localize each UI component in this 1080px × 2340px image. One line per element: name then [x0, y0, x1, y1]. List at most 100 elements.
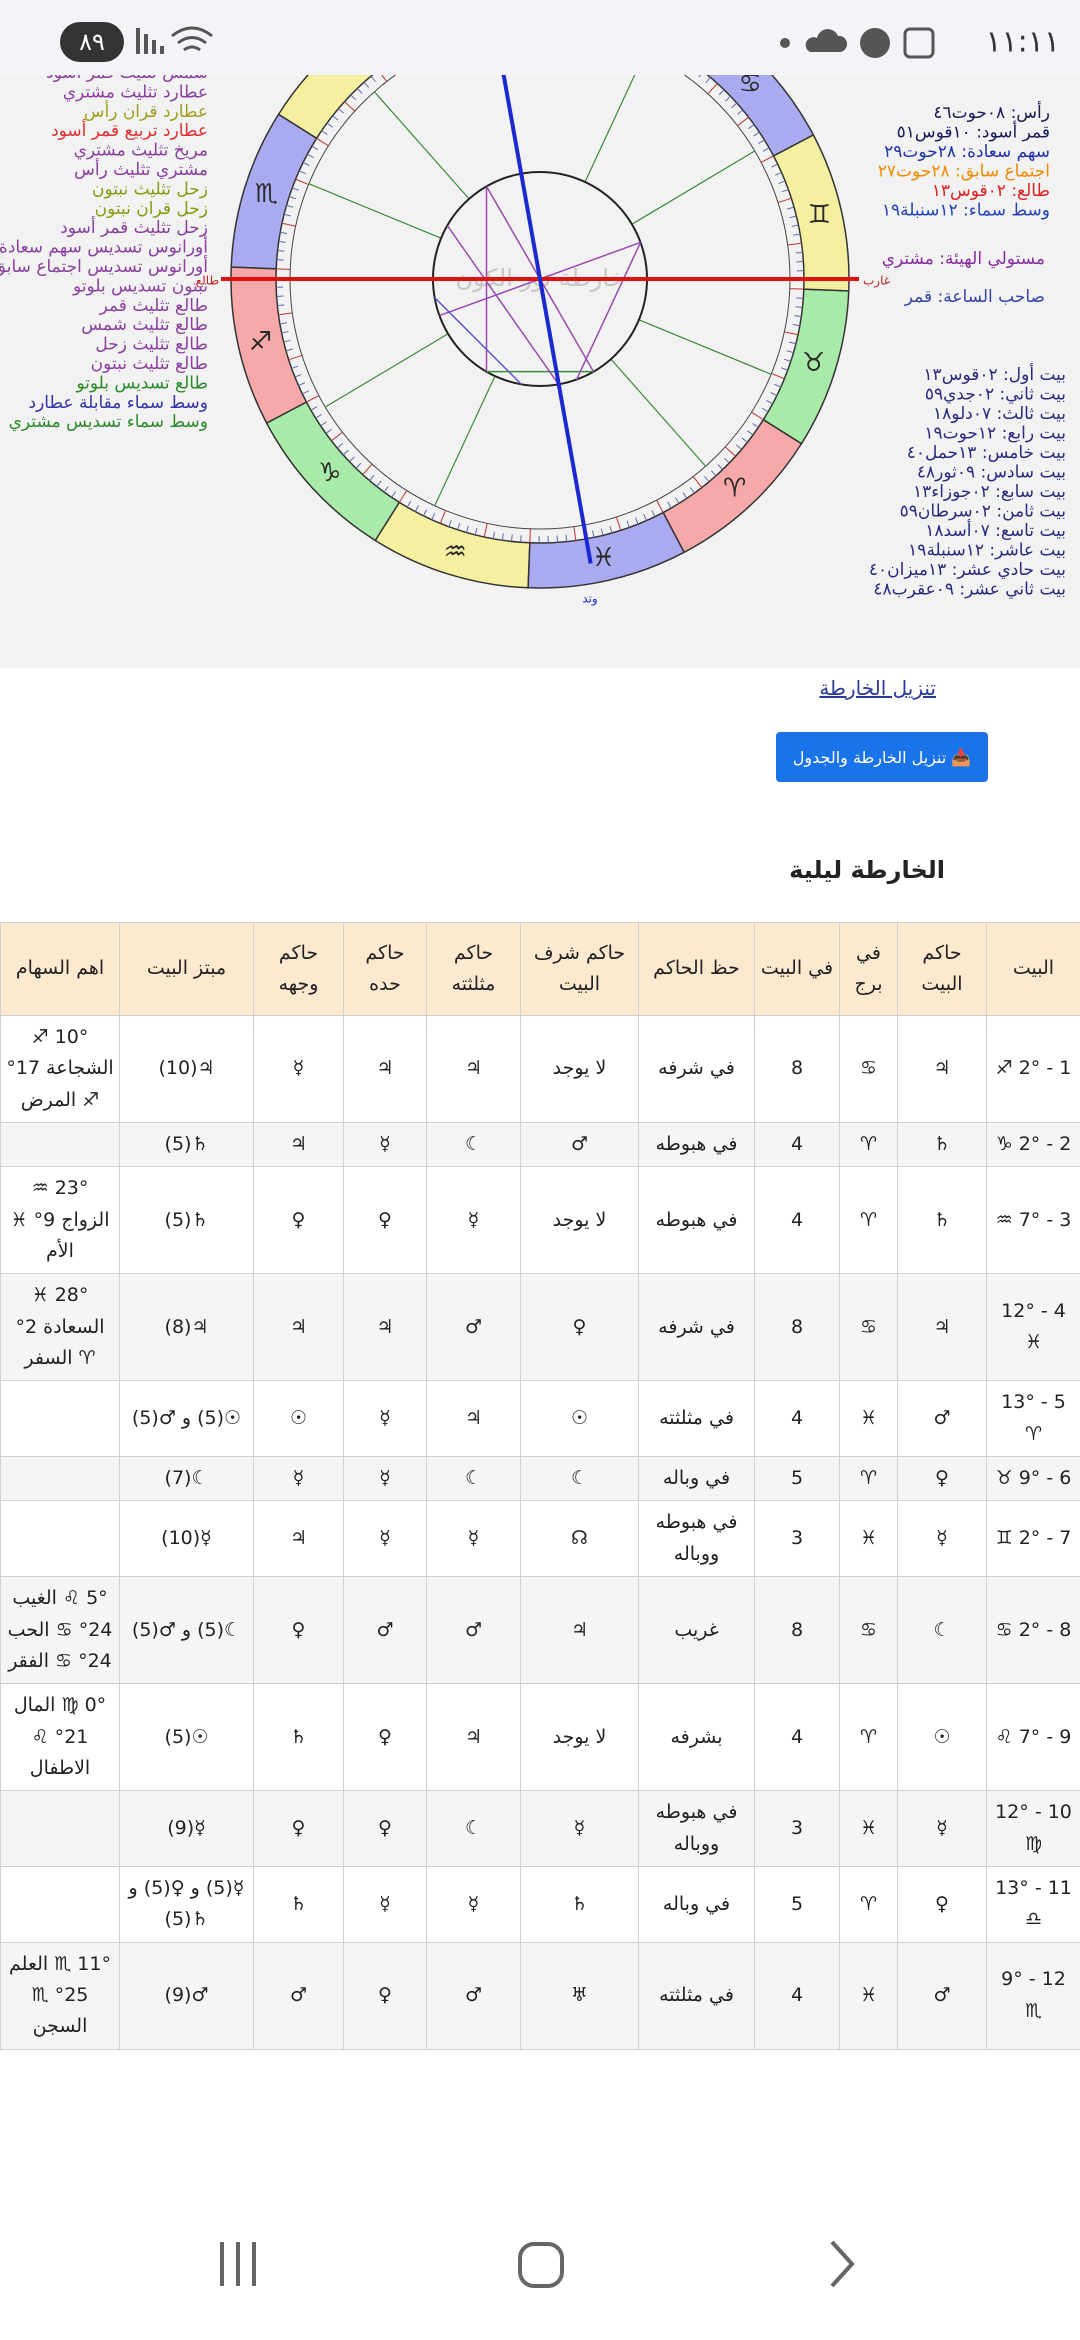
table-cell: ♃ [253, 1500, 344, 1578]
degree-tick [321, 130, 328, 135]
degree-tick [355, 462, 362, 469]
back-button[interactable] [830, 2240, 855, 2288]
degree-tick [735, 444, 742, 450]
zodiac-segment [527, 511, 686, 589]
degree-tick [285, 348, 293, 352]
degree-tick [751, 411, 764, 421]
table-cell: ☾ [426, 1456, 521, 1502]
table-row: 10 - 12° ♍ ☿ ♓ 3 في هبوطه ووباله ☿ ☾ ♀ ♀ ☿(9) [0, 1790, 1080, 1867]
degree-tick [294, 373, 302, 378]
clock: ١١:١١ [985, 25, 1060, 60]
degree-tick [656, 499, 664, 513]
table-row: 8 - 2° ♋ ☾ ♋ 8 غريب ♃ ♂ ♂ ♀ ☾(5) و ♂(5) 5° ♌ الغيب… [0, 1576, 1080, 1685]
table-cell: ♃(8) [119, 1273, 254, 1382]
table-cell: ♂ [897, 1380, 987, 1458]
degree-tick [731, 102, 738, 109]
degree-tick [770, 392, 778, 397]
table-cell: غريب [638, 1576, 755, 1685]
degree-tick [307, 153, 314, 158]
degree-tick [311, 145, 319, 151]
degree-tick [338, 108, 345, 114]
degree-tick [565, 534, 568, 542]
column-header: البيت [986, 922, 1080, 1016]
column-header: مبتز البيت [119, 922, 254, 1016]
table-cell: لا يوجد [520, 1014, 639, 1124]
table-cell [0, 1500, 120, 1578]
aspect-line [575, 242, 642, 380]
house-entry: بيت سادس: ٠٩ثور٤٨ [917, 463, 1066, 483]
table-cell: 10° ♐ الشجاعة 17° ♐ المرض [0, 1014, 120, 1124]
aspect-entry: وسط سماء تسديس مشتري [9, 412, 208, 432]
table-cell: في مثلثته [638, 1380, 755, 1458]
table-cell: 8 [754, 1273, 840, 1382]
table-cell: ☾ [426, 1122, 521, 1168]
degree-tick [422, 509, 427, 517]
degree-tick [320, 421, 327, 427]
table-row: 12 - 9° ♏ ♂ ♓ 4 في مثلثته ♅ ♂ ♀ ♂ ♂(9) 11° ♏ العلم… [0, 1941, 1080, 2050]
degree-tick [316, 137, 329, 147]
table-cell: 7 - 2° ♊ [986, 1500, 1080, 1578]
download-link[interactable]: تنزيل الخارطة [819, 676, 936, 700]
degree-tick [457, 522, 461, 530]
degree-tick [718, 89, 725, 96]
degree-tick [600, 528, 604, 536]
degree-tick [766, 400, 773, 405]
degree-tick [289, 196, 297, 200]
zodiac-glyph: ♒ [444, 537, 467, 567]
degree-tick [753, 131, 760, 137]
table-cell: ☾ [426, 1790, 521, 1867]
table-row: 9 - 7° ♌ ☉ ♈ 4 بشرفه لا يوجد ♃ ♀ ♄ ☉(5) 0° ♍ المال… [0, 1683, 1080, 1792]
table-cell: ♀ [343, 1790, 427, 1867]
degree-tick [276, 259, 284, 261]
table-cell: ☿(5) و ♀(5) و ♄(5) [119, 1865, 254, 1943]
table-cell: ♈ [839, 1456, 898, 1502]
degree-tick [778, 180, 786, 185]
cloud-icon [805, 29, 848, 52]
degree-tick [723, 457, 730, 464]
degree-tick [774, 383, 782, 388]
table-cell: 28° ♓ السعادة 2° ♈ السفر [0, 1273, 120, 1382]
degree-tick [279, 322, 287, 325]
table-cell: 5 - 13° ♈ [986, 1380, 1080, 1458]
wifi-icon [171, 26, 213, 52]
table-cell: ☾ [520, 1456, 639, 1502]
table-cell: ♓ [839, 1500, 898, 1578]
degree-tick [331, 431, 343, 442]
degree-tick [277, 249, 285, 252]
table-cell: ♄(5) [119, 1166, 254, 1275]
house-entry: بيت ثالث: ٠٧دلو١٨ [933, 404, 1066, 424]
table-cell: 4 - 12° ♓ [986, 1273, 1080, 1382]
table-cell: 10 - 12° ♍ [986, 1790, 1080, 1867]
ascendant-label: طالع [196, 274, 219, 288]
degree-tick [288, 354, 303, 361]
download-button[interactable]: 📥 تنزيل الخارطة والجدول [776, 732, 988, 782]
degree-tick [414, 505, 419, 512]
house-cusp [308, 183, 442, 239]
table-cell: ♄ [897, 1166, 987, 1275]
battery-level: ٨٩ [79, 28, 105, 56]
zodiac-glyph: ♊ [808, 200, 831, 230]
point-entry: سهم سعادة: ٢٨حوت٢٩ [884, 142, 1050, 162]
table-row: 6 - 9° ♉ ♀ ♈ 5 في وباله ☾ ☾ ☿ ☿ ☾(7) [0, 1456, 1080, 1502]
table-cell: ♓ [839, 1941, 898, 2050]
house-cusp [631, 150, 756, 225]
recents-button[interactable] [220, 2242, 256, 2286]
degree-tick [795, 251, 803, 254]
battery-pill [60, 22, 124, 62]
table-cell: ♄(5) [119, 1122, 254, 1168]
table-cell: ☿ [426, 1500, 521, 1578]
aspect-entry: طالع تسديس بلوتو [75, 373, 208, 393]
aspect-entry: زحل تثليث قمر أسود [60, 216, 208, 238]
degree-tick [651, 510, 656, 517]
table-cell: ♃(10) [119, 1014, 254, 1124]
point-entry: طالع: ٠٢قوس١٣ [932, 181, 1050, 201]
degree-tick [758, 139, 765, 144]
home-button[interactable] [518, 2242, 564, 2288]
house-entry: بيت حادي عشر: ١٣ميزان٤٠ [869, 560, 1066, 580]
table-cell: في شرفه [638, 1273, 755, 1382]
table-cell: ♃ [343, 1273, 427, 1382]
degree-tick [791, 224, 799, 227]
degree-tick [483, 523, 488, 538]
degree-tick [609, 526, 613, 534]
table-cell: ♃ [897, 1273, 987, 1382]
